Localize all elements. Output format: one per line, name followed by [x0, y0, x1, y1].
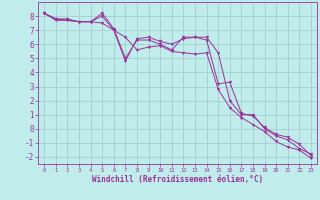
X-axis label: Windchill (Refroidissement éolien,°C): Windchill (Refroidissement éolien,°C) — [92, 175, 263, 184]
